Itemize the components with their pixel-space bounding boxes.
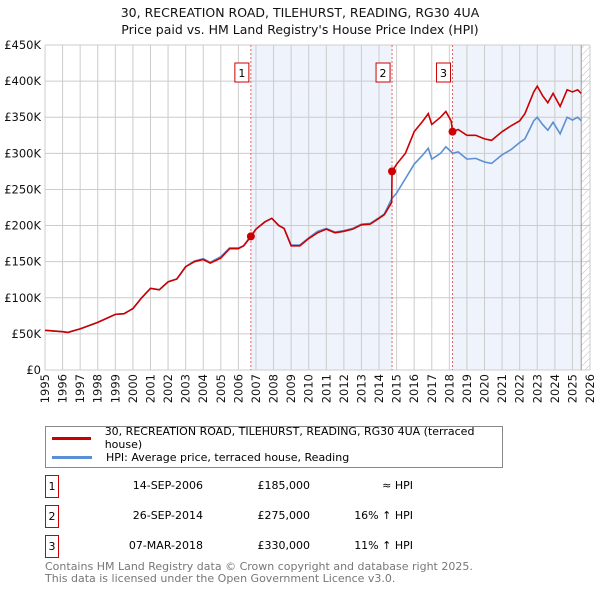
x-tick-label: 2021 (495, 374, 509, 403)
x-tick-label: 2026 (583, 374, 597, 403)
y-tick-label: £300K (4, 146, 41, 160)
sale-marker-label: 2 (380, 67, 387, 80)
footer-line: This data is licensed under the Open Gov… (45, 571, 396, 585)
sale-marker-box (234, 62, 250, 83)
legend-item-hpi: HPI: Average price, terraced house, Read… (46, 448, 349, 466)
sale-point (388, 167, 397, 176)
legend-label: HPI: Average price, terraced house, Read… (106, 450, 350, 464)
y-tick-label: £0 (26, 363, 41, 377)
x-tick-label: 2019 (460, 374, 474, 403)
property-price-line (44, 84, 582, 334)
price-chart: 1995 1996 1997 1998 1999 2000 2001 2002 2003 2004… (4, 38, 597, 403)
sale-row: 2 26-SEP-2014 £275,000 16% ↑ HPI (45, 505, 445, 529)
sale-price: £185,000 (257, 479, 311, 492)
x-tick-label: 1995 (38, 374, 52, 403)
x-tick-label: 2022 (513, 374, 527, 403)
forecast-hatch (581, 45, 590, 370)
sale-date: 07-MAR-2018 (128, 539, 203, 552)
x-tick-label: 2023 (530, 374, 544, 403)
x-tick-label: 2015 (390, 374, 404, 403)
sale-hpi-comparison: 16% ↑ HPI (354, 509, 413, 522)
x-tick-label: 1996 (56, 374, 70, 403)
x-tick-label: 2007 (249, 374, 263, 403)
sale-marker-label: 1 (238, 67, 245, 80)
x-tick-label: 1997 (73, 374, 87, 403)
x-tick-label: 2024 (548, 374, 562, 403)
y-tick-label: £150K (4, 255, 41, 269)
shaded-range (250, 45, 393, 370)
legend-swatch-red (52, 436, 91, 440)
x-tick-label: 2002 (161, 374, 175, 403)
y-tick-label: £350K (4, 110, 41, 124)
y-tick-label: £200K (4, 219, 41, 233)
sale-row: 3 07-MAR-2018 £330,000 11% ↑ HPI (45, 535, 445, 559)
shaded-range (452, 45, 582, 370)
x-tick-label: 2018 (442, 374, 456, 403)
sale-price: £330,000 (257, 539, 311, 552)
footer: Contains HM Land Registry data © Crown c… (45, 561, 473, 584)
legend-swatch-blue (52, 455, 92, 459)
sale-number-badge: 3 (45, 535, 59, 558)
legend-label: 30, RECREATION ROAD, TILEHURST, READING,… (104, 425, 475, 451)
x-tick-label: 2005 (214, 374, 228, 403)
x-tick-label: 2000 (126, 374, 140, 403)
chart-title: 30, RECREATION ROAD, TILEHURST, READING,… (120, 5, 480, 20)
x-tick-label: 2001 (143, 374, 157, 403)
x-tick-label: 2025 (565, 374, 579, 403)
x-tick-label: 1999 (108, 374, 122, 403)
sale-marker-box (436, 62, 452, 83)
x-tick-label: 2009 (284, 374, 298, 403)
sale-price: £275,000 (257, 509, 311, 522)
sale-point (246, 232, 255, 241)
sale-point (448, 127, 457, 136)
x-tick-label: 2008 (267, 374, 281, 403)
sale-row: 1 14-SEP-2006 £185,000 ≈ HPI (45, 475, 445, 499)
sale-marker-label: 3 (440, 67, 447, 80)
x-tick-label: 1998 (91, 374, 105, 403)
x-tick-label: 2012 (337, 374, 351, 403)
x-tick-label: 2003 (179, 374, 193, 403)
x-tick-label: 2020 (478, 374, 492, 403)
x-tick-label: 2011 (319, 374, 333, 403)
y-tick-label: £50K (12, 327, 42, 341)
y-tick-label: £400K (4, 74, 41, 88)
x-tick-label: 2014 (372, 374, 386, 403)
sale-number-badge: 1 (45, 475, 59, 498)
footer-line: Contains HM Land Registry data © Crown c… (45, 560, 473, 573)
x-tick-label: 2017 (425, 374, 439, 403)
chart-subtitle: Price paid vs. HM Land Registry's House … (121, 22, 479, 37)
sale-number-badge: 2 (45, 505, 59, 528)
sale-date: 14-SEP-2006 (132, 479, 203, 492)
y-tick-label: £100K (4, 291, 41, 305)
x-tick-label: 2016 (407, 374, 421, 403)
legend: 30, RECREATION ROAD, TILEHURST, READING,… (45, 425, 503, 468)
x-tick-label: 2006 (231, 374, 245, 403)
y-tick-label: £250K (4, 182, 41, 196)
x-tick-label: 2010 (302, 374, 316, 403)
x-tick-label: 2004 (196, 374, 210, 403)
sale-hpi-comparison: 11% ↑ HPI (354, 539, 413, 552)
sale-hpi-comparison: ≈ HPI (382, 479, 413, 492)
sale-marker-box (375, 62, 391, 83)
sale-date: 26-SEP-2014 (132, 509, 203, 522)
y-tick-label: £450K (4, 38, 41, 52)
legend-item-property: 30, RECREATION ROAD, TILEHURST, READING,… (46, 425, 502, 451)
x-tick-label: 2013 (354, 374, 368, 403)
